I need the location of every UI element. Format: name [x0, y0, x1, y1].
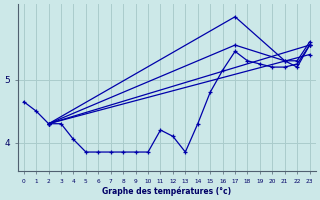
X-axis label: Graphe des températures (°c): Graphe des températures (°c)	[102, 186, 231, 196]
